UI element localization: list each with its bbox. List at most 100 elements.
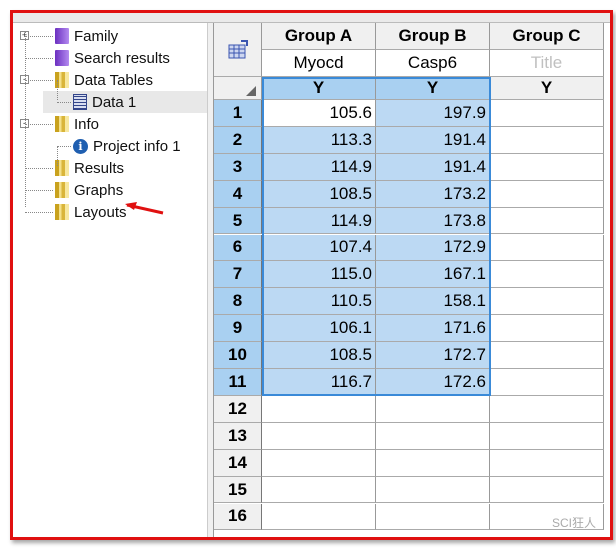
row-header[interactable]: 4 bbox=[214, 180, 262, 208]
tree-item-data-tables[interactable]: Data Tables bbox=[55, 69, 153, 91]
collapse-icon[interactable]: - bbox=[20, 119, 29, 128]
tree-item-graphs[interactable]: Graphs bbox=[55, 179, 123, 201]
y-column-header[interactable]: Y bbox=[490, 77, 604, 100]
tree-item-label: Graphs bbox=[74, 181, 124, 199]
column-group-header[interactable]: Group C bbox=[490, 23, 604, 50]
row-header[interactable]: 2 bbox=[214, 126, 262, 154]
cell-group-c[interactable] bbox=[490, 207, 604, 235]
cell-group-a[interactable]: 113.3 bbox=[262, 126, 376, 154]
column-group-header[interactable]: Group A bbox=[262, 23, 376, 50]
tree-connector bbox=[57, 80, 58, 100]
row-header[interactable]: 9 bbox=[214, 315, 262, 343]
cell-group-c[interactable] bbox=[490, 234, 604, 262]
y-column-header[interactable]: Y bbox=[376, 77, 490, 100]
cell-group-a[interactable]: 115.0 bbox=[262, 261, 376, 289]
cell-group-b[interactable]: 172.6 bbox=[376, 369, 490, 396]
cell-group-c[interactable] bbox=[490, 503, 604, 531]
cell-group-c[interactable] bbox=[490, 422, 604, 450]
row-header[interactable]: 8 bbox=[214, 288, 262, 316]
cell-group-b[interactable]: 172.9 bbox=[376, 234, 490, 262]
cell-group-a[interactable] bbox=[262, 395, 376, 423]
folder-icon bbox=[55, 72, 69, 88]
tree-connector bbox=[25, 58, 53, 59]
cell-group-a[interactable]: 106.1 bbox=[262, 315, 376, 343]
cell-group-a[interactable]: 108.5 bbox=[262, 180, 376, 208]
cell-group-a[interactable] bbox=[262, 449, 376, 477]
row-header[interactable]: 3 bbox=[214, 153, 262, 181]
cell-group-b[interactable]: 197.9 bbox=[376, 100, 490, 127]
cell-group-b[interactable] bbox=[376, 422, 490, 450]
cell-group-b[interactable]: 172.7 bbox=[376, 342, 490, 369]
cell-group-a[interactable]: 107.4 bbox=[262, 234, 376, 262]
cell-group-c[interactable] bbox=[490, 261, 604, 289]
row-header[interactable]: 10 bbox=[214, 342, 262, 369]
row-header[interactable]: 6 bbox=[214, 234, 262, 262]
column-title[interactable]: Myocd bbox=[262, 50, 376, 77]
watermark: SCI狂人 bbox=[551, 516, 596, 530]
cell-group-b[interactable]: 191.4 bbox=[376, 153, 490, 181]
row-header[interactable]: 5 bbox=[214, 207, 262, 235]
row-header[interactable]: 16 bbox=[214, 503, 262, 531]
tree-item-family[interactable]: Family bbox=[55, 25, 118, 47]
row-header[interactable]: 13 bbox=[214, 422, 262, 450]
cell-group-a[interactable]: 110.5 bbox=[262, 288, 376, 316]
panel-splitter[interactable] bbox=[207, 23, 214, 537]
cell-group-b[interactable] bbox=[376, 449, 490, 477]
column-group-header[interactable]: Group B bbox=[376, 23, 490, 50]
table-corner[interactable] bbox=[214, 23, 262, 77]
tree-item-info[interactable]: Info bbox=[55, 113, 99, 135]
tree-item-project-info-1[interactable]: i Project info 1 bbox=[73, 135, 181, 157]
cell-group-b[interactable]: 173.8 bbox=[376, 207, 490, 235]
tree-item-data-1[interactable]: Data 1 bbox=[43, 91, 207, 113]
tree-item-layouts[interactable]: Layouts bbox=[55, 201, 127, 223]
row-header[interactable]: 15 bbox=[214, 476, 262, 504]
cell-group-b[interactable]: 191.4 bbox=[376, 126, 490, 154]
row-header[interactable]: 7 bbox=[214, 261, 262, 289]
expand-icon[interactable]: + bbox=[20, 30, 29, 40]
tree-item-label: Info bbox=[74, 115, 100, 133]
row-header[interactable]: 14 bbox=[214, 449, 262, 477]
folder-icon bbox=[55, 116, 69, 132]
tree-item-search-results[interactable]: Search results bbox=[55, 47, 170, 69]
cell-group-c[interactable] bbox=[490, 180, 604, 208]
tree-item-results[interactable]: Results bbox=[55, 157, 124, 179]
tree-item-label: Project info 1 bbox=[93, 137, 181, 155]
cell-group-b[interactable]: 171.6 bbox=[376, 315, 490, 343]
column-title[interactable]: Casp6 bbox=[376, 50, 490, 77]
cell-group-c[interactable] bbox=[490, 476, 604, 504]
cell-group-a[interactable]: 114.9 bbox=[262, 207, 376, 235]
cell-group-c[interactable] bbox=[490, 449, 604, 477]
select-all-corner[interactable] bbox=[214, 77, 262, 100]
row-header[interactable]: 12 bbox=[214, 395, 262, 423]
cell-group-c[interactable] bbox=[490, 126, 604, 154]
collapse-icon[interactable]: - bbox=[20, 75, 29, 84]
cell-group-a[interactable]: 105.6 bbox=[262, 100, 376, 127]
cell-group-b[interactable]: 167.1 bbox=[376, 261, 490, 289]
cell-group-c[interactable] bbox=[490, 315, 604, 343]
book-icon bbox=[55, 28, 69, 44]
column-title[interactable]: Title bbox=[490, 50, 604, 77]
cell-group-c[interactable] bbox=[490, 369, 604, 396]
cell-group-c[interactable] bbox=[490, 100, 604, 127]
cell-group-a[interactable] bbox=[262, 476, 376, 504]
y-column-header[interactable]: Y bbox=[262, 77, 376, 100]
row-header[interactable]: 11 bbox=[214, 369, 262, 396]
table-format-icon[interactable] bbox=[227, 39, 249, 60]
row-header[interactable]: 1 bbox=[214, 100, 262, 127]
cell-group-b[interactable] bbox=[376, 503, 490, 531]
tree-connector bbox=[25, 168, 53, 169]
cell-group-a[interactable]: 114.9 bbox=[262, 153, 376, 181]
cell-group-a[interactable]: 116.7 bbox=[262, 369, 376, 396]
tree-connector bbox=[25, 212, 53, 213]
cell-group-b[interactable] bbox=[376, 476, 490, 504]
cell-group-c[interactable] bbox=[490, 395, 604, 423]
cell-group-c[interactable] bbox=[490, 288, 604, 316]
cell-group-c[interactable] bbox=[490, 342, 604, 369]
cell-group-b[interactable]: 173.2 bbox=[376, 180, 490, 208]
cell-group-a[interactable] bbox=[262, 503, 376, 531]
cell-group-a[interactable] bbox=[262, 422, 376, 450]
cell-group-c[interactable] bbox=[490, 153, 604, 181]
cell-group-b[interactable]: 158.1 bbox=[376, 288, 490, 316]
cell-group-a[interactable]: 108.5 bbox=[262, 342, 376, 369]
cell-group-b[interactable] bbox=[376, 395, 490, 423]
